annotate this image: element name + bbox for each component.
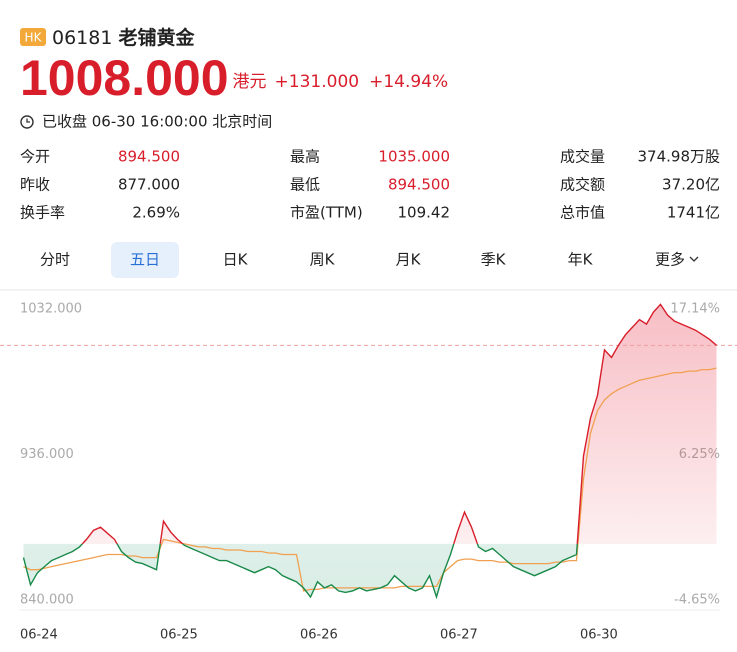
average-line: [23, 367, 717, 592]
tab[interactable]: 分时: [40, 251, 70, 269]
stat-value: 109.42: [398, 204, 451, 222]
tab[interactable]: 更多: [655, 251, 685, 269]
x-tick-label: 06-25: [160, 628, 198, 643]
tab[interactable]: 月K: [396, 251, 422, 269]
market: HK: [25, 31, 43, 45]
stat-label: 总市值: [560, 204, 605, 222]
quote-line: 1008.000 港元 +131.000 +14.94%: [20, 50, 448, 106]
y2-tick-label: -4.65%: [674, 592, 720, 607]
x-tick-label: 06-27: [440, 628, 478, 643]
stat-value: 1741亿: [667, 204, 720, 222]
tab[interactable]: 周K: [310, 251, 336, 269]
chart: 1032.000936.000840.00017.14%6.25%-4.65%0…: [0, 289, 737, 643]
stat-label: 最低: [290, 176, 320, 194]
change-pct: +14.94%: [369, 72, 448, 92]
x-tick-label: 06-26: [300, 628, 338, 643]
area-up: [23, 304, 717, 544]
stat-value: 2.69%: [132, 204, 180, 222]
stat-label: 昨收: [20, 176, 50, 194]
stat-value: 894.500: [118, 148, 180, 166]
stat-label: 最高: [290, 148, 320, 166]
status: 已收盘 06-30 16:00:00 北京时间: [42, 113, 272, 131]
more-chevron: [689, 256, 699, 262]
stat-label: 换手率: [20, 204, 65, 222]
x-tick-label: 06-30: [580, 628, 618, 643]
stock-title: 06181 老铺黄金: [52, 26, 195, 49]
stat-value: 374.98万股: [638, 148, 721, 166]
status-icon: [20, 115, 34, 129]
tab[interactable]: 日K: [223, 251, 249, 269]
stat-label: 今开: [20, 148, 50, 166]
y-tick-label: 936.000: [20, 447, 74, 462]
change: +131.000: [275, 72, 360, 92]
stat-label: 成交量: [560, 148, 605, 166]
price-line-down: [22, 543, 578, 600]
y2-tick-label: 17.14%: [670, 301, 720, 316]
stat-value: 894.500: [388, 176, 450, 194]
currency: 港元: [233, 72, 267, 92]
selected-tab-bg: [111, 242, 179, 278]
y-tick-label: 840.000: [20, 592, 74, 607]
price-line-up: [81, 303, 717, 544]
tab[interactable]: 季K: [481, 251, 507, 269]
stat-label: 成交额: [560, 176, 605, 194]
area-down: [23, 543, 578, 597]
stat-value: 877.000: [118, 176, 180, 194]
tabs: 分时 五日 日K 周K 月K 季K 年K 更多: [40, 251, 699, 269]
stat-label: 市盈(TTM): [290, 204, 363, 222]
stat-value: 37.20亿: [662, 176, 720, 194]
x-tick-label: 06-24: [20, 628, 58, 643]
price: 1008.000: [20, 50, 229, 106]
y-tick-label: 1032.000: [20, 301, 82, 316]
stat-value: 1035.000: [378, 148, 450, 166]
tab[interactable]: 五日: [130, 251, 160, 269]
code: 06181: [52, 27, 112, 49]
tab[interactable]: 年K: [568, 251, 594, 269]
stock-name: 老铺黄金: [118, 26, 195, 49]
market-badge: [20, 28, 46, 46]
